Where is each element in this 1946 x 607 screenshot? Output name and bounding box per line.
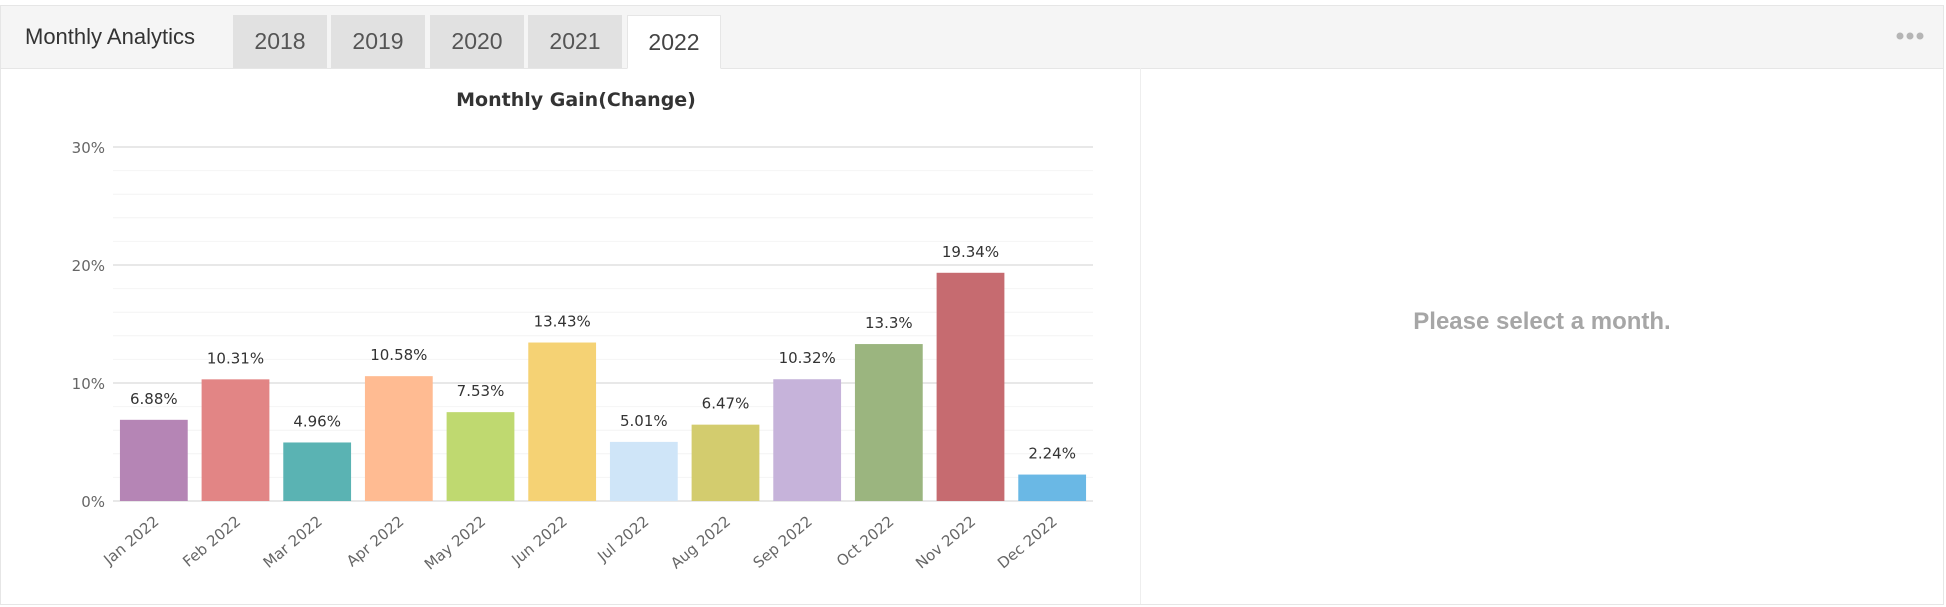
y-tick-label: 0%	[81, 493, 105, 511]
x-tick-label: Dec 2022	[994, 512, 1061, 572]
bar	[773, 379, 842, 501]
bar	[936, 272, 1005, 501]
data-label: 6.88%	[130, 390, 178, 408]
data-label: 6.47%	[702, 395, 750, 413]
bar	[119, 419, 188, 501]
tab-bar: Monthly Analytics 2018 2019 2020 2021 20…	[1, 6, 1943, 69]
data-label: 2.24%	[1028, 445, 1076, 463]
x-tick-label: Jan 2022	[99, 512, 162, 569]
x-tick-label: Jul 2022	[593, 512, 652, 566]
x-tick-label: Mar 2022	[260, 512, 326, 572]
data-label: 5.01%	[620, 412, 668, 430]
data-label: 7.53%	[457, 382, 505, 400]
panel-title: Monthly Analytics	[25, 24, 195, 49]
x-tick-label: Aug 2022	[667, 512, 734, 572]
tab-2021[interactable]: 2021	[528, 15, 622, 68]
tab-2020[interactable]: 2020	[430, 15, 524, 68]
x-tick-label: Oct 2022	[833, 512, 897, 570]
data-label: 13.3%	[865, 314, 913, 332]
monthly-analytics-panel: Monthly Analytics 2018 2019 2020 2021 20…	[0, 5, 1944, 605]
bar	[609, 441, 678, 501]
bar	[364, 376, 433, 501]
x-tick-label: Jun 2022	[508, 512, 571, 569]
y-tick-label: 20%	[72, 257, 105, 275]
data-label: 10.58%	[370, 346, 427, 364]
bar	[201, 379, 270, 501]
bar	[691, 424, 760, 501]
x-tick-label: Nov 2022	[912, 512, 979, 572]
data-label: 13.43%	[534, 313, 591, 331]
bar	[854, 344, 923, 501]
data-label: 19.34%	[942, 243, 999, 261]
monthly-gain-chart: 0% 10% 20% 30% Monthly Gain(Change) 6.88% Jan …	[1, 68, 1141, 604]
bar	[446, 412, 515, 501]
x-tick-label: Sep 2022	[750, 512, 816, 572]
x-tick-label: Apr 2022	[343, 512, 407, 570]
tab-2018[interactable]: 2018	[233, 15, 327, 68]
chart-svg: 0% 10% 20% 30% Monthly Gain(Change) 6.88% Jan …	[72, 89, 1093, 574]
data-label: 10.31%	[207, 349, 264, 367]
month-detail-area: Please select a month.	[1141, 68, 1943, 604]
data-label: 10.32%	[779, 349, 836, 367]
x-tick-label: May 2022	[421, 512, 489, 573]
bar	[528, 342, 597, 501]
bar	[1018, 474, 1087, 501]
tab-2019[interactable]: 2019	[331, 15, 425, 68]
chart-title: Monthly Gain(Change)	[456, 89, 696, 111]
more-dots-icon[interactable]	[1895, 26, 1925, 46]
x-tick-label: Feb 2022	[179, 512, 244, 570]
y-tick-label: 30%	[72, 139, 105, 157]
tab-2022[interactable]: 2022	[627, 15, 721, 69]
data-label: 4.96%	[293, 412, 341, 430]
select-month-message: Please select a month.	[1413, 308, 1671, 335]
bar	[283, 442, 352, 501]
y-tick-label: 10%	[72, 375, 105, 393]
